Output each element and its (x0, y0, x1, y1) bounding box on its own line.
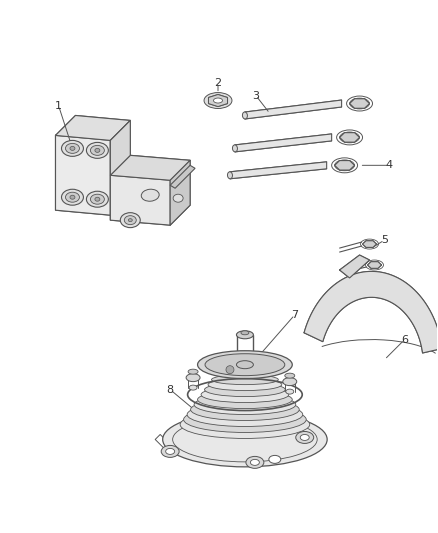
Ellipse shape (205, 383, 285, 397)
Text: 7: 7 (291, 310, 298, 320)
Polygon shape (367, 262, 381, 268)
Ellipse shape (180, 410, 310, 439)
Ellipse shape (173, 194, 183, 202)
Text: 5: 5 (381, 235, 388, 245)
Ellipse shape (198, 351, 292, 378)
Polygon shape (110, 120, 130, 175)
Polygon shape (335, 160, 355, 170)
Ellipse shape (269, 455, 281, 463)
Ellipse shape (128, 219, 132, 222)
Polygon shape (110, 155, 190, 180)
Circle shape (226, 366, 234, 374)
Polygon shape (208, 94, 227, 107)
Ellipse shape (296, 432, 314, 443)
Ellipse shape (120, 213, 140, 228)
Ellipse shape (166, 448, 175, 455)
Text: 1: 1 (55, 101, 62, 110)
Polygon shape (110, 120, 130, 215)
Text: 2: 2 (215, 78, 222, 87)
Ellipse shape (237, 331, 254, 339)
Ellipse shape (95, 197, 100, 201)
Ellipse shape (188, 369, 198, 374)
Ellipse shape (95, 148, 100, 152)
Ellipse shape (205, 354, 285, 376)
Ellipse shape (86, 142, 108, 158)
Ellipse shape (66, 192, 79, 202)
Ellipse shape (187, 402, 303, 426)
Text: 8: 8 (166, 385, 174, 394)
Polygon shape (170, 160, 190, 225)
Ellipse shape (227, 172, 233, 179)
Ellipse shape (300, 434, 309, 440)
Ellipse shape (124, 216, 136, 224)
Ellipse shape (186, 374, 200, 382)
Ellipse shape (141, 189, 159, 201)
Ellipse shape (70, 147, 75, 150)
Ellipse shape (213, 98, 223, 103)
Ellipse shape (242, 112, 247, 119)
Polygon shape (56, 135, 110, 215)
Ellipse shape (90, 194, 104, 204)
Polygon shape (110, 175, 170, 225)
Polygon shape (235, 134, 332, 152)
Polygon shape (339, 255, 370, 278)
Ellipse shape (251, 459, 259, 465)
Ellipse shape (162, 412, 327, 467)
Polygon shape (350, 99, 370, 108)
Ellipse shape (283, 378, 297, 385)
Polygon shape (230, 162, 327, 179)
Ellipse shape (237, 361, 254, 369)
Ellipse shape (233, 145, 237, 152)
Ellipse shape (184, 407, 306, 432)
Polygon shape (208, 94, 227, 107)
Ellipse shape (198, 391, 292, 409)
Ellipse shape (241, 331, 249, 335)
Ellipse shape (70, 195, 75, 199)
Ellipse shape (161, 446, 179, 457)
Ellipse shape (201, 386, 289, 402)
Ellipse shape (61, 140, 83, 156)
Ellipse shape (194, 394, 296, 415)
Ellipse shape (191, 399, 299, 421)
Polygon shape (170, 165, 195, 188)
Text: 3: 3 (252, 91, 259, 101)
Ellipse shape (208, 378, 282, 391)
Ellipse shape (66, 143, 79, 154)
Ellipse shape (61, 189, 83, 205)
Polygon shape (304, 271, 438, 353)
Ellipse shape (286, 389, 294, 394)
Polygon shape (363, 241, 377, 247)
Polygon shape (56, 116, 130, 140)
Ellipse shape (285, 373, 295, 378)
Ellipse shape (204, 93, 232, 109)
Polygon shape (245, 100, 342, 119)
Ellipse shape (212, 375, 278, 385)
Ellipse shape (189, 385, 197, 390)
Ellipse shape (90, 146, 104, 155)
Ellipse shape (246, 456, 264, 469)
Ellipse shape (86, 191, 108, 207)
Polygon shape (339, 133, 360, 142)
Text: 6: 6 (401, 335, 408, 345)
Text: 4: 4 (386, 160, 393, 171)
